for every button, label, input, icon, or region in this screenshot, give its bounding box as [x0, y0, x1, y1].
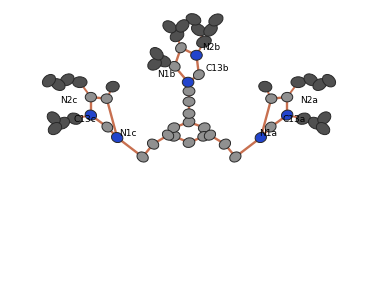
Ellipse shape	[198, 123, 210, 133]
Ellipse shape	[147, 139, 159, 149]
Ellipse shape	[304, 74, 318, 86]
Ellipse shape	[150, 47, 163, 60]
Ellipse shape	[282, 110, 293, 120]
Ellipse shape	[291, 77, 305, 88]
Ellipse shape	[85, 92, 96, 102]
Ellipse shape	[47, 112, 60, 124]
Ellipse shape	[265, 122, 276, 132]
Ellipse shape	[183, 109, 195, 118]
Text: C13c: C13c	[73, 115, 96, 124]
Text: C13b: C13b	[206, 64, 229, 73]
Text: N1a: N1a	[259, 129, 277, 138]
Ellipse shape	[230, 152, 241, 162]
Ellipse shape	[183, 86, 195, 96]
Ellipse shape	[163, 21, 176, 33]
Ellipse shape	[112, 133, 123, 143]
Ellipse shape	[148, 58, 161, 70]
Ellipse shape	[106, 81, 119, 92]
Ellipse shape	[266, 94, 277, 103]
Text: N1b: N1b	[157, 70, 175, 79]
Ellipse shape	[169, 131, 180, 141]
Ellipse shape	[322, 75, 336, 87]
Ellipse shape	[316, 123, 330, 135]
Ellipse shape	[176, 20, 189, 32]
Ellipse shape	[73, 77, 87, 88]
Ellipse shape	[56, 117, 70, 129]
Ellipse shape	[282, 92, 293, 102]
Ellipse shape	[169, 62, 180, 71]
Ellipse shape	[156, 56, 170, 67]
Ellipse shape	[255, 133, 266, 143]
Ellipse shape	[192, 24, 206, 36]
Ellipse shape	[204, 24, 217, 36]
Ellipse shape	[219, 139, 231, 149]
Ellipse shape	[170, 30, 184, 42]
Ellipse shape	[183, 97, 195, 106]
Ellipse shape	[183, 117, 195, 127]
Ellipse shape	[68, 113, 82, 124]
Ellipse shape	[137, 152, 148, 162]
Text: N2c: N2c	[60, 96, 78, 104]
Ellipse shape	[186, 14, 201, 25]
Ellipse shape	[198, 131, 209, 141]
Ellipse shape	[209, 14, 223, 26]
Ellipse shape	[168, 123, 180, 133]
Text: N2a: N2a	[300, 96, 318, 105]
Ellipse shape	[176, 43, 186, 53]
Ellipse shape	[51, 79, 65, 91]
Ellipse shape	[60, 74, 74, 86]
Ellipse shape	[308, 117, 322, 129]
Ellipse shape	[48, 123, 62, 135]
Ellipse shape	[42, 75, 56, 87]
Ellipse shape	[197, 36, 211, 47]
Text: N1c: N1c	[119, 129, 137, 138]
Ellipse shape	[101, 94, 112, 103]
Ellipse shape	[191, 50, 202, 60]
Ellipse shape	[318, 112, 331, 124]
Ellipse shape	[259, 81, 272, 92]
Ellipse shape	[182, 77, 194, 87]
Ellipse shape	[163, 130, 174, 140]
Text: N2b: N2b	[203, 43, 221, 52]
Text: C13a: C13a	[282, 115, 305, 124]
Ellipse shape	[204, 130, 215, 140]
Ellipse shape	[85, 110, 96, 120]
Ellipse shape	[313, 79, 327, 91]
Ellipse shape	[296, 113, 310, 124]
Ellipse shape	[102, 122, 113, 132]
Ellipse shape	[183, 138, 195, 147]
Ellipse shape	[194, 70, 204, 80]
